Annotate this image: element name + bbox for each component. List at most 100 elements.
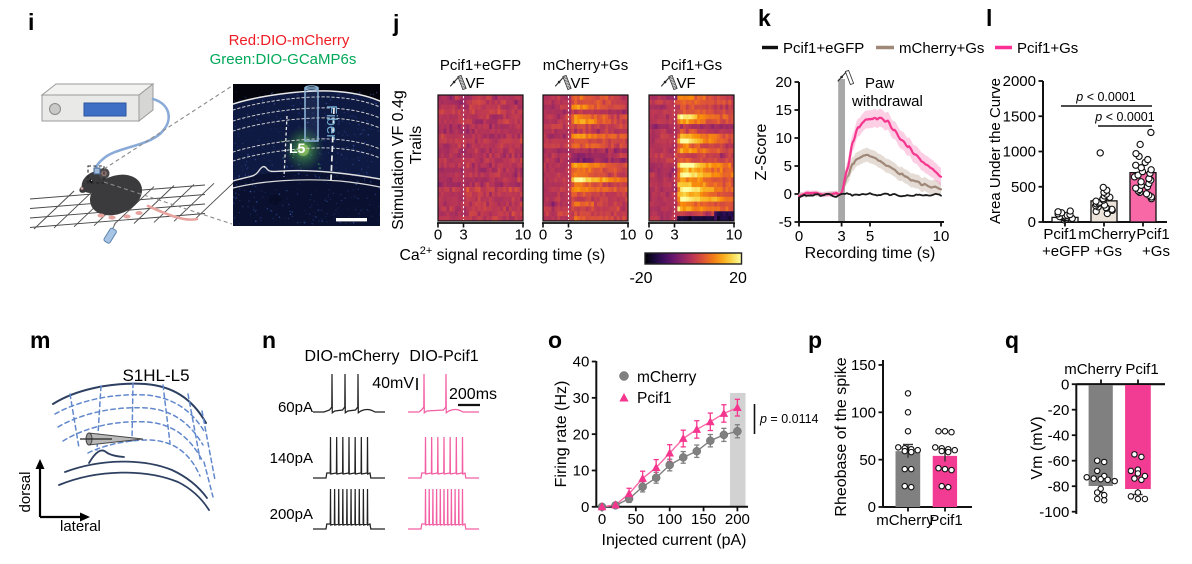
svg-text:n: n (262, 327, 276, 353)
svg-text:VF: VF (571, 75, 590, 92)
svg-text:VF: VF (677, 75, 696, 92)
svg-text:Pcif1+eGFP: Pcif1+eGFP (783, 40, 864, 57)
svg-text:1500: 1500 (1003, 108, 1036, 125)
svg-text:lateral: lateral (60, 518, 101, 535)
svg-text:mCherry: mCherry (876, 512, 934, 529)
svg-text:mCherry+Gs: mCherry+Gs (543, 57, 628, 74)
svg-text:Recording time (s): Recording time (s) (805, 245, 936, 262)
svg-text:p < 0.0001: p < 0.0001 (1094, 110, 1154, 124)
svg-text:10: 10 (726, 227, 743, 244)
svg-text:Pcif1+Gs: Pcif1+Gs (1017, 40, 1078, 57)
svg-text:Pcif1+Gs: Pcif1+Gs (661, 57, 722, 74)
svg-text:0: 0 (795, 228, 803, 245)
svg-text:Trails: Trails (408, 126, 425, 165)
svg-text:withdrawal: withdrawal (851, 93, 923, 110)
svg-text:S1HL-L5: S1HL-L5 (122, 366, 189, 385)
svg-text:Fiber: Fiber (323, 105, 340, 139)
svg-text:Red:DIO-mCherry: Red:DIO-mCherry (229, 32, 350, 49)
svg-text:Pcif1: Pcif1 (1043, 226, 1076, 243)
svg-text:0: 0 (1028, 214, 1036, 231)
svg-text:20: 20 (729, 270, 747, 287)
svg-text:0: 0 (539, 227, 547, 244)
svg-text:Paw: Paw (865, 75, 894, 92)
svg-text:Firing rate (Hz): Firing rate (Hz) (553, 381, 570, 488)
svg-text:+Gs: +Gs (1094, 243, 1122, 260)
svg-text:10: 10 (775, 130, 792, 147)
svg-text:3: 3 (837, 228, 845, 245)
svg-text:0: 0 (784, 186, 792, 203)
svg-text:p = 0.0114: p = 0.0114 (759, 412, 819, 426)
svg-text:50: 50 (859, 452, 876, 469)
svg-text:3: 3 (459, 227, 467, 244)
svg-text:15: 15 (775, 102, 792, 119)
svg-text:50: 50 (628, 511, 645, 528)
svg-text:10: 10 (620, 227, 637, 244)
svg-text:q: q (1005, 327, 1019, 353)
svg-text:0: 0 (1061, 376, 1069, 393)
svg-text:m: m (30, 327, 50, 353)
svg-text:-60: -60 (1048, 453, 1070, 470)
svg-text:20: 20 (775, 74, 792, 91)
svg-text:o: o (548, 327, 562, 353)
svg-text:200: 200 (725, 511, 750, 528)
svg-text:140pA: 140pA (270, 450, 313, 467)
svg-text:100: 100 (657, 511, 682, 528)
svg-text:Rheobase of the spike: Rheobase of the spike (833, 357, 850, 516)
svg-text:Pcif1: Pcif1 (1125, 361, 1158, 378)
svg-text:0: 0 (434, 227, 442, 244)
svg-text:150: 150 (691, 511, 716, 528)
svg-text:-5: -5 (779, 214, 792, 231)
svg-text:2000: 2000 (1003, 73, 1036, 90)
svg-text:p < 0.0001: p < 0.0001 (1075, 90, 1135, 104)
svg-text:mCherry: mCherry (637, 369, 697, 386)
svg-text:-20: -20 (629, 270, 652, 287)
svg-text:200ms: 200ms (449, 386, 497, 403)
svg-text:5: 5 (784, 158, 792, 175)
svg-text:Vm (mV): Vm (mV) (1029, 416, 1046, 479)
svg-text:5: 5 (866, 228, 874, 245)
svg-text:Pcif1: Pcif1 (637, 390, 671, 407)
svg-text:10: 10 (515, 227, 532, 244)
svg-text:-40: -40 (1048, 427, 1070, 444)
svg-text:+eGFP: +eGFP (1042, 243, 1090, 260)
svg-text:+Gs: +Gs (1142, 243, 1170, 260)
svg-text:-80: -80 (1048, 478, 1070, 495)
svg-text:DIO-Pcif1: DIO-Pcif1 (409, 348, 478, 365)
svg-text:Area Under the Curve: Area Under the Curve (987, 78, 1004, 224)
svg-text:150: 150 (851, 357, 876, 374)
svg-text:-20: -20 (1048, 402, 1070, 419)
svg-text:p: p (808, 327, 822, 353)
svg-text:Stimulation VF 0.4g: Stimulation VF 0.4g (390, 90, 407, 230)
svg-text:mCherry: mCherry (1078, 226, 1136, 243)
svg-text:0: 0 (868, 499, 876, 516)
svg-text:40: 40 (573, 354, 590, 371)
svg-text:10: 10 (573, 463, 590, 480)
svg-text:10: 10 (933, 228, 950, 245)
svg-text:dorsal: dorsal (17, 472, 34, 513)
svg-text:Ca2+ signal recording time (s): Ca2+ signal recording time (s) (400, 245, 606, 264)
svg-text:40mV: 40mV (372, 375, 414, 392)
svg-text:mCherry: mCherry (1064, 361, 1122, 378)
svg-text:500: 500 (1011, 179, 1036, 196)
svg-text:Pcif1: Pcif1 (929, 512, 962, 529)
svg-text:l: l (986, 5, 992, 31)
svg-text:200pA: 200pA (270, 506, 313, 523)
svg-text:j: j (392, 10, 399, 36)
svg-text:Z-Score: Z-Score (753, 123, 770, 180)
svg-text:L5: L5 (289, 140, 306, 156)
svg-text:30: 30 (573, 390, 590, 407)
svg-text:0: 0 (598, 511, 606, 528)
svg-text:1000: 1000 (1003, 144, 1036, 161)
svg-text:3: 3 (670, 227, 678, 244)
svg-text:100: 100 (851, 405, 876, 422)
svg-text:Injected current (pA): Injected current (pA) (602, 532, 747, 549)
svg-text:Green:DIO-GCaMP6s: Green:DIO-GCaMP6s (210, 51, 357, 68)
svg-text:VF: VF (466, 75, 485, 92)
svg-text:mCherry+Gs: mCherry+Gs (899, 40, 984, 57)
svg-text:0: 0 (581, 499, 589, 516)
svg-text:0: 0 (645, 227, 653, 244)
svg-text:DIO-mCherry: DIO-mCherry (304, 348, 399, 365)
svg-text:Pcif1: Pcif1 (1136, 226, 1169, 243)
svg-text:-100: -100 (1039, 504, 1069, 521)
svg-text:k: k (758, 5, 771, 31)
